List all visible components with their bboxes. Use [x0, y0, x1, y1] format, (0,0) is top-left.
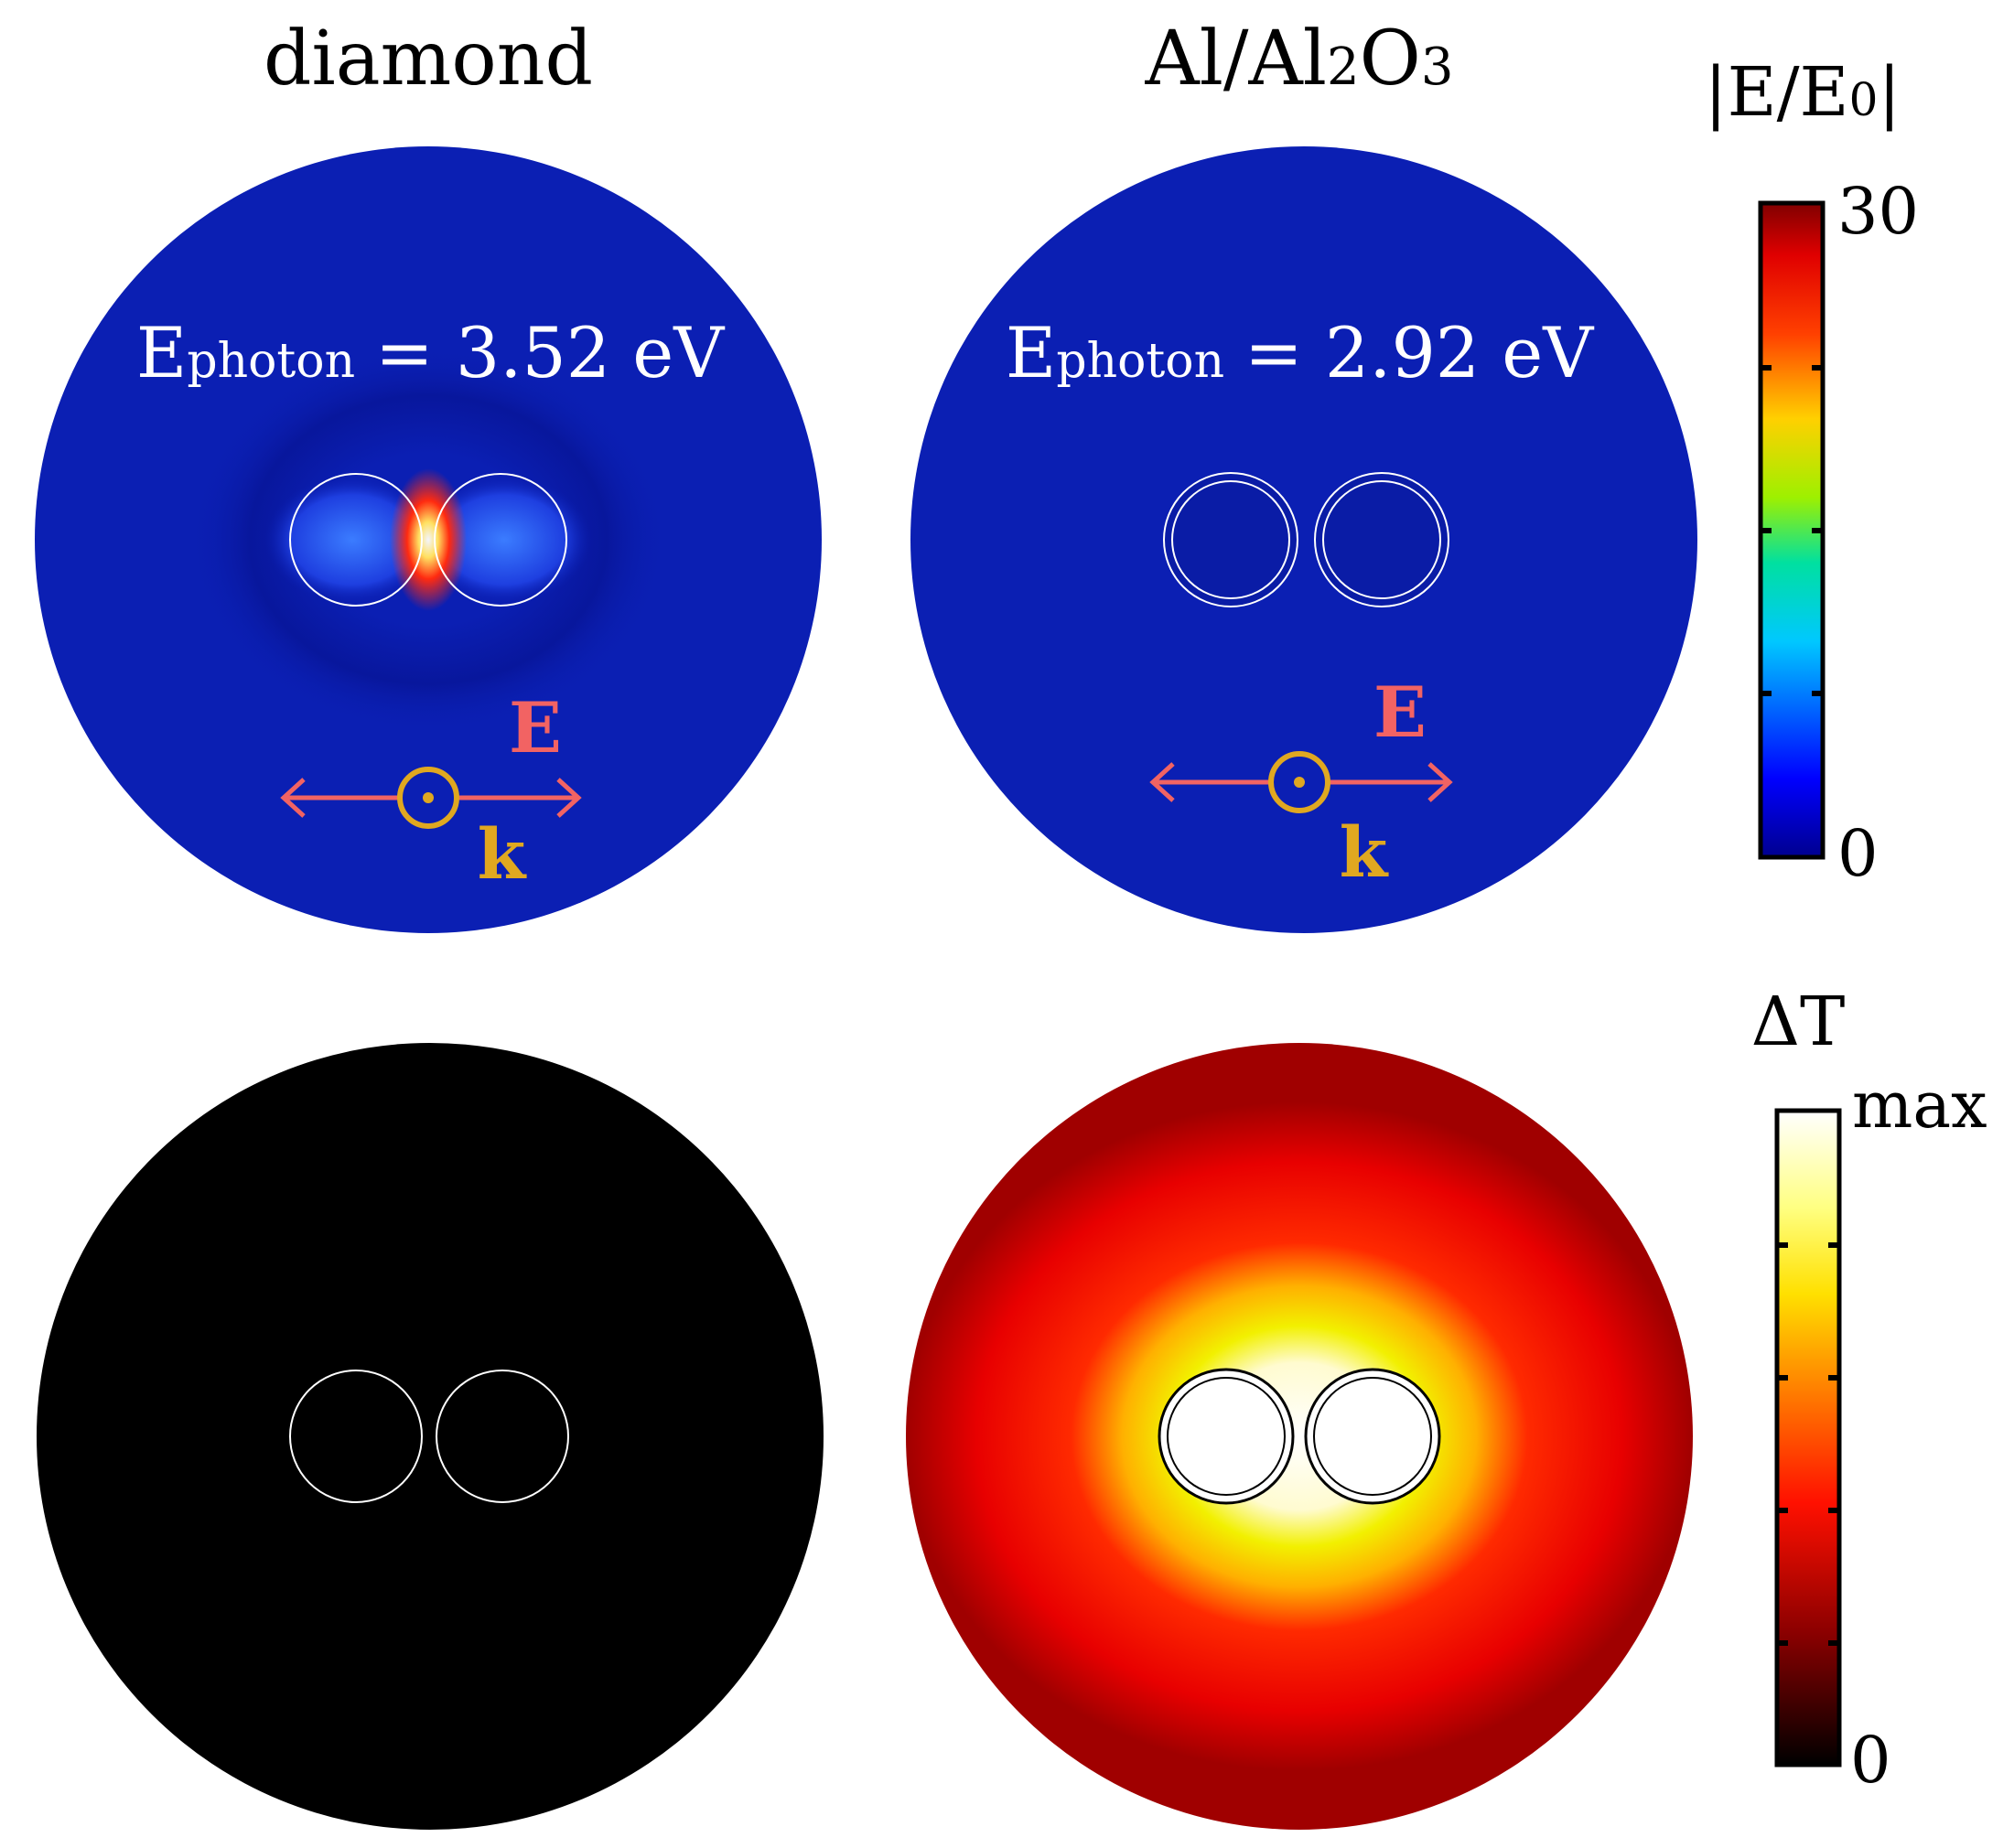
al-particle-right-inner	[1322, 480, 1441, 599]
field-colorbar-min-label: 0	[1837, 816, 1879, 891]
diamond-temp-particle-right	[436, 1370, 569, 1503]
temperature-colorbar-ticks	[1777, 1242, 1839, 1646]
field-map-diamond: Ephoton = 3.52 eV E k	[35, 146, 822, 933]
al-temperature-disk	[906, 1043, 1693, 1830]
left-panel-title: diamond	[264, 16, 593, 102]
diamond-temp-particle-left	[289, 1370, 423, 1503]
temperature-map-al	[906, 1043, 1693, 1830]
polarization-diagram-right: E k	[1149, 672, 1453, 893]
gap-hotspot	[390, 468, 467, 611]
temperature-colorbar: max 0	[1774, 1068, 1987, 1798]
temperature-colorbar-min-label: 0	[1850, 1723, 1891, 1798]
e-vector-label-right: E	[1373, 672, 1427, 753]
al-particle-left-inner	[1171, 480, 1290, 599]
temperature-colorbar-max-label: max	[1852, 1068, 1987, 1143]
right-panel-title: Al/Al2O3	[1144, 16, 1453, 102]
temperature-colorbar-gradient	[1774, 1108, 1842, 1767]
diamond-particle-left	[289, 473, 423, 607]
field-colorbar: 30 0	[1758, 174, 1919, 891]
photon-energy-label-right: Ephoton = 2.92 eV	[1006, 312, 1594, 393]
al-field-disk	[910, 146, 1697, 933]
al-particle-left-outer	[1163, 472, 1298, 607]
field-colorbar-title: |E/E0|	[1705, 53, 1901, 132]
e-vector-label-left: E	[509, 687, 562, 768]
photon-energy-label-left: Ephoton = 3.52 eV	[136, 312, 725, 393]
al-temp-particle-right-inner	[1313, 1377, 1432, 1496]
polarization-diagram-left: E k	[280, 687, 582, 895]
al-particle-right-outer	[1314, 472, 1449, 607]
temperature-map-diamond	[37, 1043, 824, 1830]
al-temp-particle-left-outer	[1158, 1368, 1295, 1505]
diamond-particle-right	[434, 473, 567, 607]
diamond-temperature-disk	[37, 1043, 824, 1830]
field-colorbar-ticks	[1761, 365, 1823, 696]
k-vector-label-left: k	[478, 813, 527, 895]
field-colorbar-max-label: 30	[1837, 174, 1919, 249]
temperature-colorbar-title: ΔT	[1751, 983, 1846, 1061]
k-vector-label-right: k	[1340, 811, 1389, 893]
field-map-al: Ephoton = 2.92 eV E k	[910, 146, 1697, 933]
al-temp-particle-right-outer	[1304, 1368, 1441, 1505]
al-temp-particle-left-inner	[1167, 1377, 1286, 1496]
